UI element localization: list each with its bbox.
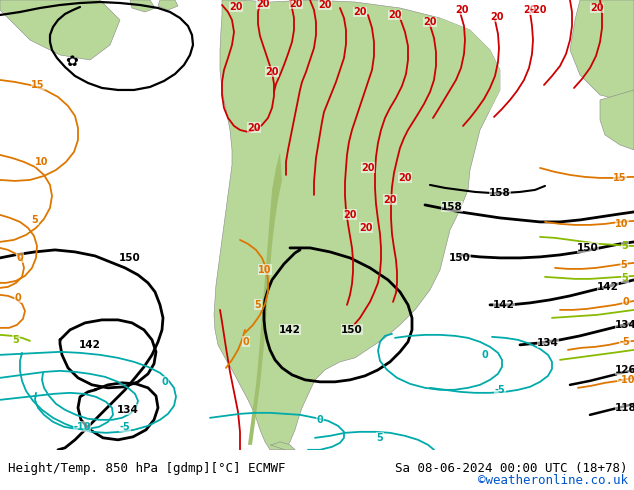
Text: -20: -20 [529,5,547,15]
Text: 0: 0 [162,377,169,387]
Text: 150: 150 [341,325,363,335]
Text: -10: -10 [74,422,91,432]
Polygon shape [248,152,282,445]
Text: 15: 15 [31,80,45,90]
Text: 20: 20 [490,12,504,22]
Text: 5: 5 [621,260,628,270]
Text: 10: 10 [36,157,49,167]
Text: 158: 158 [441,202,463,212]
Text: 20: 20 [383,195,397,205]
Text: 5: 5 [621,241,628,251]
Text: 20: 20 [590,3,604,13]
Text: 5: 5 [13,335,20,345]
Text: 20: 20 [265,67,279,77]
Polygon shape [438,18,500,150]
Text: 0: 0 [316,415,323,425]
Text: 134: 134 [117,405,139,415]
Text: -5: -5 [619,337,630,347]
Text: 5: 5 [621,273,628,283]
Text: 20: 20 [398,173,411,183]
Polygon shape [600,90,634,150]
Text: 20: 20 [247,123,261,133]
Text: 20: 20 [256,0,269,9]
Text: 20: 20 [318,0,332,10]
Polygon shape [270,442,295,450]
Text: 20: 20 [523,5,537,15]
Text: 134: 134 [615,320,634,330]
Text: 142: 142 [493,300,515,310]
Text: 20: 20 [359,223,373,233]
Text: 142: 142 [597,282,619,292]
Polygon shape [0,0,120,60]
Text: 0: 0 [16,253,23,263]
Text: 118: 118 [615,403,634,413]
Polygon shape [158,0,178,10]
Text: 20: 20 [388,10,402,20]
Text: 126: 126 [615,365,634,375]
Text: -10: -10 [618,375,634,385]
Text: 134: 134 [537,338,559,348]
Text: 150: 150 [449,253,471,263]
Text: 150: 150 [119,253,141,263]
Text: 20: 20 [289,0,303,9]
Text: -5: -5 [120,422,131,432]
Text: 0: 0 [623,297,630,307]
Text: 5: 5 [255,300,261,310]
Text: 20: 20 [424,17,437,27]
Text: 20: 20 [353,7,366,17]
Text: 5: 5 [32,215,39,225]
Text: 20: 20 [343,210,357,220]
Text: 20: 20 [455,5,469,15]
Polygon shape [214,0,500,450]
Text: 158: 158 [489,188,511,198]
Text: 15: 15 [613,173,627,183]
Polygon shape [570,0,634,100]
Text: 150: 150 [577,243,599,253]
Text: Sa 08-06-2024 00:00 UTC (18+78): Sa 08-06-2024 00:00 UTC (18+78) [395,462,628,475]
Text: 0: 0 [482,350,488,360]
Text: 10: 10 [615,219,629,229]
Text: 0: 0 [243,337,249,347]
Text: Height/Temp. 850 hPa [gdmp][°C] ECMWF: Height/Temp. 850 hPa [gdmp][°C] ECMWF [8,462,285,475]
Text: 0: 0 [15,293,22,303]
Text: 5: 5 [377,433,384,443]
Text: 20: 20 [361,163,375,173]
Polygon shape [130,0,155,12]
Text: 142: 142 [279,325,301,335]
Text: ✿: ✿ [66,54,79,70]
Text: 20: 20 [230,2,243,12]
Text: -5: -5 [495,385,505,395]
Text: ©weatheronline.co.uk: ©weatheronline.co.uk [477,474,628,487]
Text: 10: 10 [258,265,272,275]
Text: 142: 142 [79,340,101,350]
